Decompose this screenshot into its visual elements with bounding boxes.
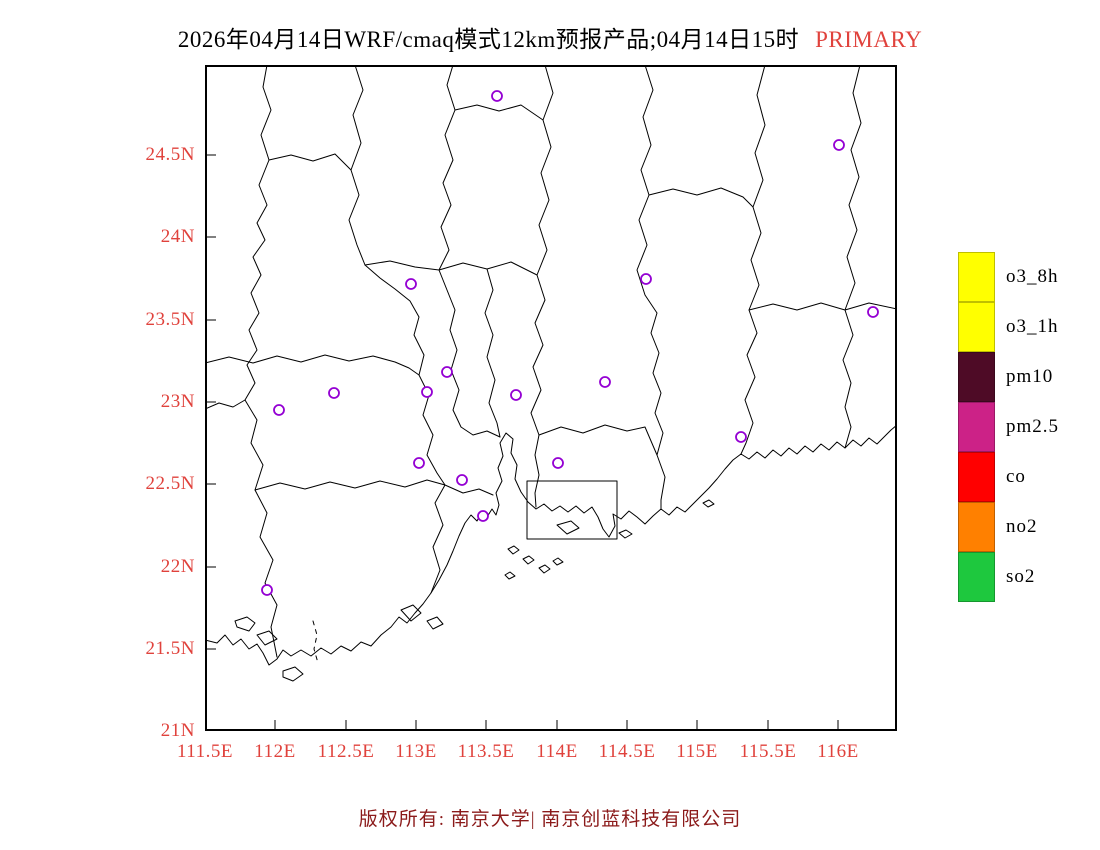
city-marker xyxy=(261,584,273,596)
dashed-boundary xyxy=(312,620,319,664)
legend-label: pm10 xyxy=(1006,366,1054,387)
lon-axis-label: 115.5E xyxy=(739,741,797,762)
boundary-line xyxy=(530,65,554,436)
boundary-line xyxy=(268,153,352,171)
boundary-line xyxy=(254,479,494,496)
lon-axis-label: 115E xyxy=(676,741,718,762)
boundary-line xyxy=(205,399,246,410)
legend-item: no2 xyxy=(958,502,1059,552)
legend-swatch-o3_1h xyxy=(958,302,995,352)
axis-ticks xyxy=(205,154,839,731)
boundary-line xyxy=(438,65,501,438)
legend-label: no2 xyxy=(1006,516,1038,537)
legend-item: o3_8h xyxy=(958,252,1059,302)
island xyxy=(256,630,278,646)
legend-swatch-pm10 xyxy=(958,352,995,402)
boundary-line xyxy=(740,65,766,455)
city-marker xyxy=(599,376,611,388)
lon-axis-label: 112E xyxy=(254,741,296,762)
legend-label: o3_1h xyxy=(1006,316,1059,337)
boundary-line xyxy=(364,260,538,276)
city-marker xyxy=(867,306,879,318)
city-marker xyxy=(735,431,747,443)
island xyxy=(426,616,444,630)
lat-axis-label: 22.5N xyxy=(145,473,195,494)
lon-axis-label: 114.5E xyxy=(598,741,656,762)
city-marker xyxy=(413,457,425,469)
lon-axis-label: 111.5E xyxy=(177,741,233,762)
small-islands xyxy=(504,499,715,580)
boundary-line xyxy=(484,268,501,438)
island xyxy=(234,616,256,632)
legend-swatch-so2 xyxy=(958,552,995,602)
boundary-line xyxy=(430,484,446,594)
forecast-map xyxy=(205,65,897,731)
legend-swatch-no2 xyxy=(958,502,995,552)
boundary-line xyxy=(244,399,278,658)
pollutant-legend: o3_8h o3_1h pm10 pm2.5 co no2 so2 xyxy=(958,252,1059,602)
city-marker xyxy=(405,278,417,290)
page-title: 2026年04月14日WRF/cmaq模式12km预报产品;04月14日15时 P… xyxy=(0,20,1100,54)
boundary-line xyxy=(636,65,666,510)
legend-item: pm2.5 xyxy=(958,402,1059,452)
city-marker xyxy=(640,273,652,285)
lat-axis-label: 24N xyxy=(160,226,195,247)
legend-label: o3_8h xyxy=(1006,266,1059,287)
island xyxy=(556,520,580,535)
lon-axis-label: 113.5E xyxy=(457,741,515,762)
city-marker xyxy=(273,404,285,416)
boundary-line xyxy=(534,434,540,508)
title-main: 2026年04月14日WRF/cmaq模式12km预报产品;04月14日15时 xyxy=(177,27,800,52)
city-marker xyxy=(552,457,564,469)
boundary-line xyxy=(842,65,862,449)
title-tag: PRIMARY xyxy=(815,27,923,52)
legend-label: pm2.5 xyxy=(1006,416,1060,437)
legend-label: so2 xyxy=(1006,566,1036,587)
legend-item: co xyxy=(958,452,1059,502)
boundary-line xyxy=(454,104,544,121)
boundary-line xyxy=(348,65,366,266)
city-marker xyxy=(833,139,845,151)
lat-axis-label: 23.5N xyxy=(145,309,195,330)
city-marker xyxy=(510,389,522,401)
boundary-line xyxy=(205,354,420,376)
lat-axis-label: 23N xyxy=(160,391,195,412)
boundary-line xyxy=(748,302,897,311)
legend-swatch-pm2.5 xyxy=(958,402,995,452)
boundary-line xyxy=(244,65,272,401)
city-marker xyxy=(456,474,468,486)
boundary-line xyxy=(648,187,754,208)
island xyxy=(282,666,304,682)
city-marker xyxy=(477,510,489,522)
lon-axis-label: 116E xyxy=(817,741,859,762)
island xyxy=(400,604,422,622)
lon-axis-label: 113E xyxy=(395,741,437,762)
lat-axis-label: 21.5N xyxy=(145,638,195,659)
legend-item: so2 xyxy=(958,552,1059,602)
city-marker xyxy=(491,90,503,102)
legend-label: co xyxy=(1006,466,1026,487)
city-marker xyxy=(328,387,340,399)
map-boundaries xyxy=(205,65,897,682)
boundary-line xyxy=(538,424,658,456)
legend-item: pm10 xyxy=(958,352,1059,402)
city-marker xyxy=(441,366,453,378)
boundary-line xyxy=(364,264,446,486)
map-frame xyxy=(205,65,897,731)
lat-axis-label: 24.5N xyxy=(145,144,195,165)
lon-axis-label: 114E xyxy=(536,741,578,762)
coastline xyxy=(205,424,897,666)
lat-axis-label: 21N xyxy=(160,720,195,741)
legend-item: o3_1h xyxy=(958,302,1059,352)
lon-axis-label: 112.5E xyxy=(317,741,375,762)
footer-credit: 版权所有: 南京大学| 南京创蓝科技有限公司 xyxy=(358,809,742,830)
city-marker xyxy=(421,386,433,398)
city-markers xyxy=(261,90,879,596)
legend-swatch-co xyxy=(958,452,995,502)
lat-axis-label: 22N xyxy=(160,556,195,577)
hk-boundary-box xyxy=(526,480,618,540)
legend-swatch-o3_8h xyxy=(958,252,995,302)
